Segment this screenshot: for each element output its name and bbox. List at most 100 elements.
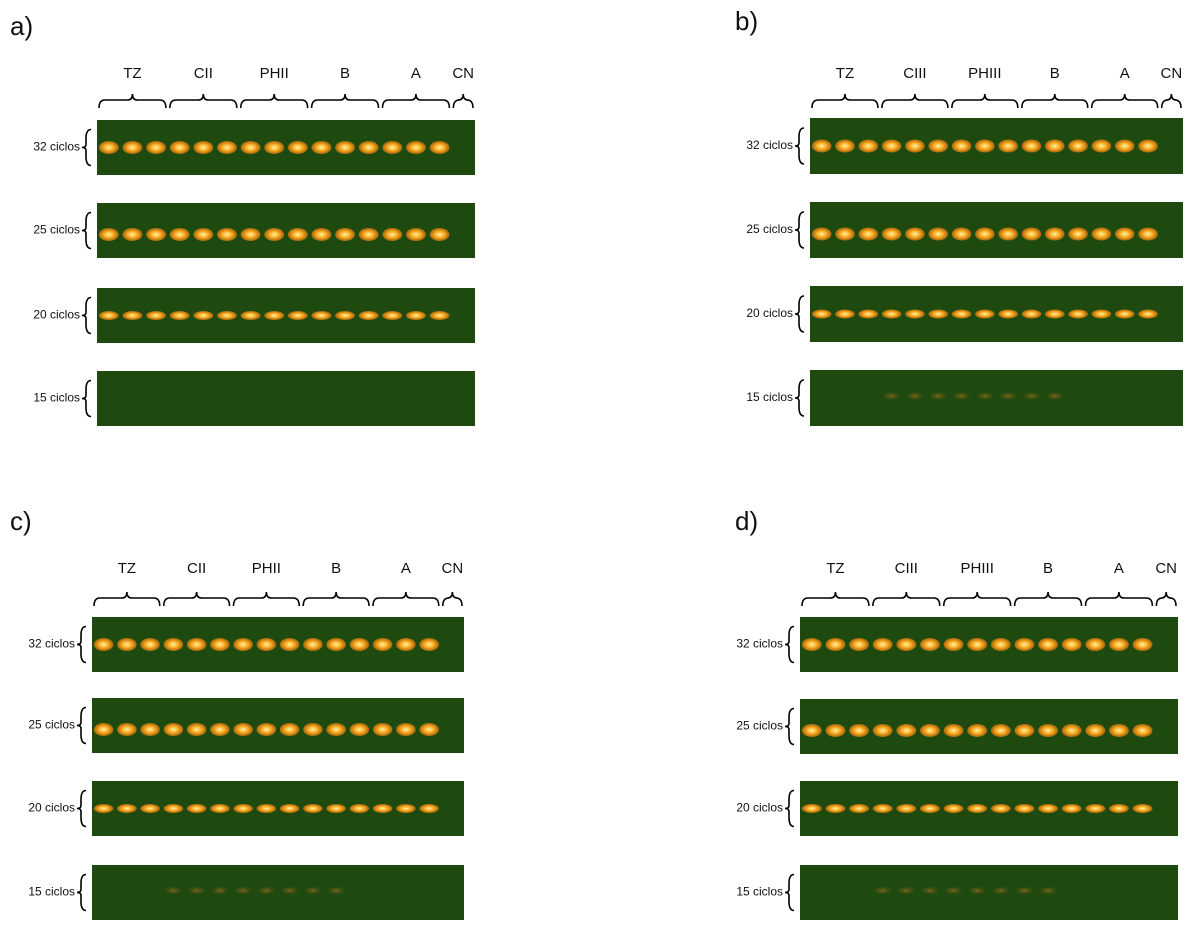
gel-band: [419, 804, 439, 813]
group-label: A: [401, 560, 411, 577]
faint-band: [897, 886, 916, 895]
group-label: CN: [1161, 65, 1183, 82]
gel-band: [256, 638, 277, 651]
gel-band: [240, 228, 261, 241]
faint-band: [187, 886, 206, 895]
row-label: 25 ciclos: [736, 719, 783, 733]
gel-band: [210, 804, 230, 813]
gel-band: [943, 804, 964, 813]
row-label: 20 ciclos: [736, 801, 783, 815]
faint-band: [929, 392, 948, 400]
row-label: 20 ciclos: [746, 306, 793, 320]
group-label: PHIII: [961, 560, 994, 577]
gel-band: [990, 804, 1011, 813]
gel-band: [217, 311, 237, 320]
gel-band: [1044, 309, 1065, 319]
gel-band: [1114, 139, 1135, 153]
group-label: CN: [1155, 560, 1177, 577]
gel-band: [146, 228, 166, 241]
row-brace: [784, 707, 795, 746]
gel-band: [967, 724, 988, 737]
group-label: CIII: [895, 560, 918, 577]
group-brace: [811, 93, 879, 109]
gel-band: [93, 723, 114, 736]
group-brace: [93, 591, 161, 607]
gel-band: [835, 227, 855, 241]
faint-band: [1015, 886, 1034, 895]
gel-band: [967, 804, 988, 813]
faint-band: [280, 886, 299, 895]
faint-band: [1045, 392, 1064, 400]
gel-band: [98, 311, 119, 320]
gel-band: [279, 723, 300, 736]
gel-band: [419, 638, 439, 651]
gel-band: [1114, 309, 1135, 319]
row-label: 25 ciclos: [33, 223, 80, 237]
gel-band: [1109, 804, 1129, 813]
gel-band: [849, 638, 869, 651]
row-label: 15 ciclos: [33, 391, 80, 405]
gel-band: [396, 638, 416, 651]
faint-band: [882, 392, 901, 400]
gel-band: [287, 228, 308, 241]
gel-band: [1038, 638, 1058, 651]
row-brace: [76, 706, 87, 745]
group-brace: [1084, 591, 1154, 607]
gel-band: [372, 638, 393, 651]
group-label: CII: [194, 65, 213, 82]
gel-band: [163, 723, 184, 736]
row-brace: [784, 625, 795, 664]
gel-band: [382, 228, 403, 241]
gel-band: [140, 723, 160, 736]
group-brace: [1155, 591, 1177, 607]
gel-band: [811, 309, 832, 319]
row-label: 32 ciclos: [746, 138, 793, 152]
gel-band: [349, 804, 370, 813]
gel-band: [311, 228, 332, 241]
group-label: A: [1120, 65, 1130, 82]
gel-band: [1044, 139, 1065, 153]
gel-band: [287, 311, 308, 320]
gel-band: [1132, 638, 1153, 651]
gel-band: [1014, 724, 1035, 737]
gel-band: [217, 228, 237, 241]
gel-band: [335, 141, 355, 154]
group-brace: [1090, 93, 1159, 109]
gel-band: [169, 311, 190, 320]
gel-band: [896, 724, 917, 737]
gel-band: [335, 228, 355, 241]
gel-band: [835, 139, 855, 153]
gel-band: [358, 311, 379, 320]
row-label: 20 ciclos: [33, 308, 80, 322]
gel-band: [825, 724, 846, 737]
gel-band: [1021, 227, 1042, 241]
faint-band: [991, 886, 1010, 895]
gel-band: [264, 311, 285, 320]
gel-band: [98, 141, 119, 154]
gel-band: [303, 723, 323, 736]
gel-band: [117, 638, 137, 651]
gel-band: [998, 309, 1018, 319]
gel-band: [1138, 139, 1158, 153]
gel-band: [967, 638, 988, 651]
faint-band: [873, 886, 892, 895]
gel-band: [140, 638, 160, 651]
gel-band: [287, 141, 308, 154]
gel-band: [811, 227, 832, 241]
gel-band: [326, 804, 346, 813]
gel-band: [382, 141, 403, 154]
gel-band: [169, 228, 190, 241]
gel-band: [928, 227, 949, 241]
faint-band: [906, 392, 924, 400]
gel-band: [326, 638, 346, 651]
gel-band: [233, 804, 253, 813]
gel-band: [256, 804, 277, 813]
gel-band: [264, 228, 285, 241]
gel-band: [264, 141, 285, 154]
gel-band: [872, 804, 893, 813]
row-brace: [794, 127, 805, 165]
gel-band: [1021, 309, 1042, 319]
gel-band: [951, 139, 972, 153]
gel-band: [1038, 724, 1058, 737]
gel-band: [849, 804, 869, 813]
